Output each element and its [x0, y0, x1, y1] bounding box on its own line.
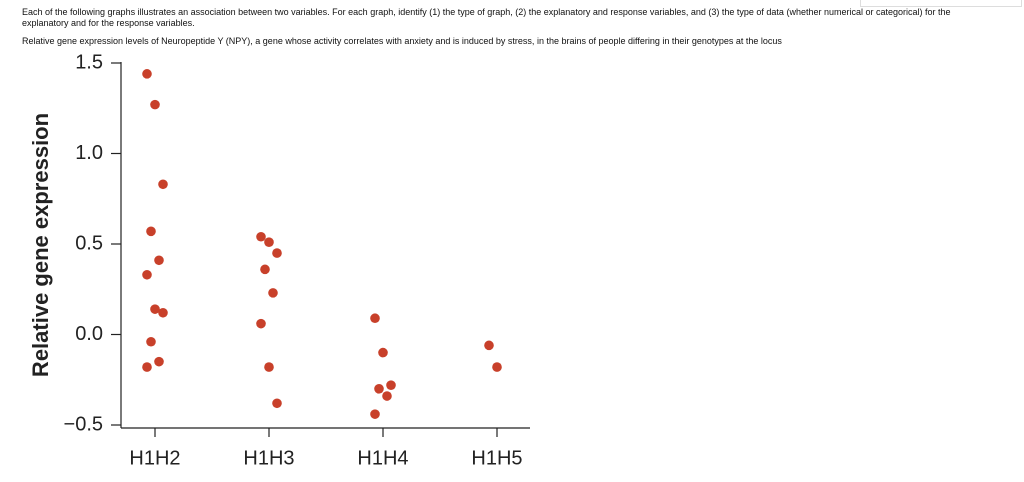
data-point	[158, 307, 168, 318]
y-axis-label: Relative gene expression	[28, 113, 53, 377]
data-point	[272, 398, 282, 409]
y-tick-label: 0.0	[75, 323, 103, 345]
y-tick-label: 0.5	[75, 232, 103, 254]
data-point	[142, 362, 152, 372]
data-point	[154, 255, 164, 266]
data-point	[154, 356, 164, 367]
data-point	[272, 248, 282, 258]
data-point	[370, 409, 380, 419]
data-point	[256, 231, 266, 242]
data-point	[142, 69, 152, 79]
data-point	[374, 384, 384, 394]
data-point	[264, 237, 274, 247]
instructions: Each of the following graphs illustrates…	[22, 7, 951, 28]
data-point	[492, 362, 502, 372]
data-point	[260, 264, 270, 275]
data-point	[268, 288, 278, 298]
data-point	[158, 179, 168, 190]
data-point	[142, 269, 152, 280]
x-tick-label: H1H4	[357, 447, 408, 469]
x-tick-label: H1H2	[129, 447, 180, 469]
data-point	[382, 391, 392, 401]
data-point	[146, 336, 156, 347]
data-point	[484, 340, 494, 351]
x-tick-label: H1H5	[471, 447, 522, 469]
data-point	[146, 226, 156, 237]
y-tick-label: −0.5	[64, 413, 103, 435]
answer-box	[860, 0, 1022, 7]
data-point	[386, 380, 396, 390]
data-point	[150, 304, 160, 314]
data-point	[370, 313, 380, 324]
data-point	[378, 347, 388, 358]
data-point	[150, 99, 160, 110]
data-point	[256, 318, 266, 329]
caption: Relative gene expression levels of Neuro…	[22, 36, 782, 46]
x-tick-label: H1H3	[243, 447, 294, 469]
y-tick-label: 1.5	[75, 51, 103, 73]
data-point	[264, 362, 274, 372]
y-tick-label: 1.0	[75, 142, 103, 164]
